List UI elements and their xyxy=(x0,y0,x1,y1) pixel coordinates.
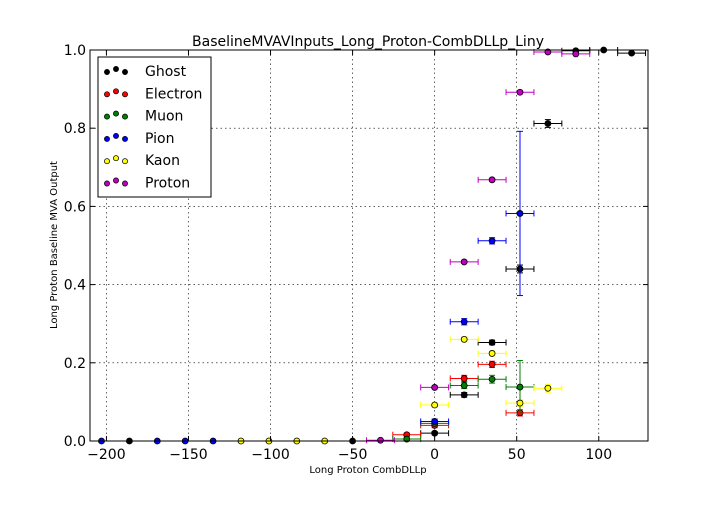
data-point xyxy=(431,418,439,425)
data-point xyxy=(516,399,524,407)
legend-marker xyxy=(122,180,128,187)
x-axis-label: Long Proton CombDLLp xyxy=(309,465,426,476)
x-tick-label: −200 xyxy=(87,447,125,463)
data-point xyxy=(460,258,468,266)
series-kaon xyxy=(237,335,563,445)
legend-marker xyxy=(113,88,119,95)
series-proton xyxy=(366,48,591,444)
legend-marker xyxy=(104,113,110,120)
legend-label: Pion xyxy=(145,131,174,147)
data-point xyxy=(488,176,496,184)
data-point xyxy=(516,88,524,96)
legend-entry: Ghost xyxy=(104,64,187,80)
y-tick-label: 0.6 xyxy=(64,199,86,215)
legend-marker xyxy=(113,155,119,162)
x-tick-label: −50 xyxy=(338,447,368,463)
axis-ticks: −200 −150 −100 −50 0 50 100 0.0 0.2 0.4 0.6 0.8 1.0 xyxy=(64,43,648,463)
data-point xyxy=(544,384,552,392)
data-point xyxy=(431,401,439,409)
legend-label: Proton xyxy=(145,176,190,192)
legend-label: Electron xyxy=(145,86,202,102)
data-point xyxy=(431,429,439,437)
x-tick-label: 0 xyxy=(430,447,439,463)
plot-frame xyxy=(89,49,649,442)
y-tick-label: 0.0 xyxy=(64,434,86,450)
x-tick-label: −100 xyxy=(251,447,289,463)
x-tick-label: 100 xyxy=(585,447,612,463)
data-point xyxy=(431,384,439,391)
legend-marker xyxy=(122,135,128,142)
y-tick-label: 1.0 xyxy=(64,43,86,59)
x-tick-label: −150 xyxy=(169,447,207,463)
data-point xyxy=(460,375,468,382)
legend-label: Ghost xyxy=(145,64,187,80)
legend-marker xyxy=(122,69,128,75)
legend: Ghost Electron Muon Pion Kaon Proton xyxy=(97,56,212,198)
data-point xyxy=(488,375,496,383)
data-point xyxy=(544,120,552,127)
legend-entry: Electron xyxy=(104,86,202,102)
legend-entry: Proton xyxy=(104,176,190,192)
data-point xyxy=(460,318,468,326)
data-point xyxy=(488,339,496,346)
data-series xyxy=(98,46,647,445)
legend-marker xyxy=(113,66,119,72)
data-point xyxy=(516,210,524,217)
data-point xyxy=(572,50,580,58)
legend-entry: Muon xyxy=(104,109,183,125)
legend-marker xyxy=(104,135,110,142)
legend-label: Kaon xyxy=(145,153,180,169)
legend-label: Muon xyxy=(145,109,183,125)
data-point xyxy=(488,350,496,357)
legend-box xyxy=(97,56,212,198)
legend-entry: Pion xyxy=(104,131,174,147)
data-point xyxy=(628,49,635,57)
y-tick-label: 0.4 xyxy=(64,278,86,294)
legend-marker xyxy=(122,158,128,165)
x-tick-label: 50 xyxy=(508,447,526,463)
data-point xyxy=(488,237,496,245)
legend-marker xyxy=(104,180,110,187)
legend-marker xyxy=(122,91,128,98)
data-point xyxy=(460,335,468,343)
legend-marker xyxy=(104,91,110,98)
y-axis-label: Long Proton Baseline MVA Output xyxy=(49,161,60,329)
legend-marker xyxy=(122,113,128,120)
legend-marker xyxy=(104,158,110,165)
y-tick-label: 0.2 xyxy=(64,356,86,372)
legend-marker xyxy=(113,110,119,117)
data-point xyxy=(460,382,468,389)
legend-marker xyxy=(113,132,119,139)
legend-entry: Kaon xyxy=(104,153,180,169)
data-point xyxy=(377,436,384,444)
data-point xyxy=(516,383,524,391)
legend-marker xyxy=(104,69,110,75)
y-tick-label: 0.8 xyxy=(64,121,86,137)
legend-marker xyxy=(113,177,119,184)
chart-title: BaselineMVAVInputs_Long_Proton-CombDLLp_… xyxy=(192,34,544,50)
data-point xyxy=(460,391,468,399)
data-point xyxy=(488,360,496,368)
